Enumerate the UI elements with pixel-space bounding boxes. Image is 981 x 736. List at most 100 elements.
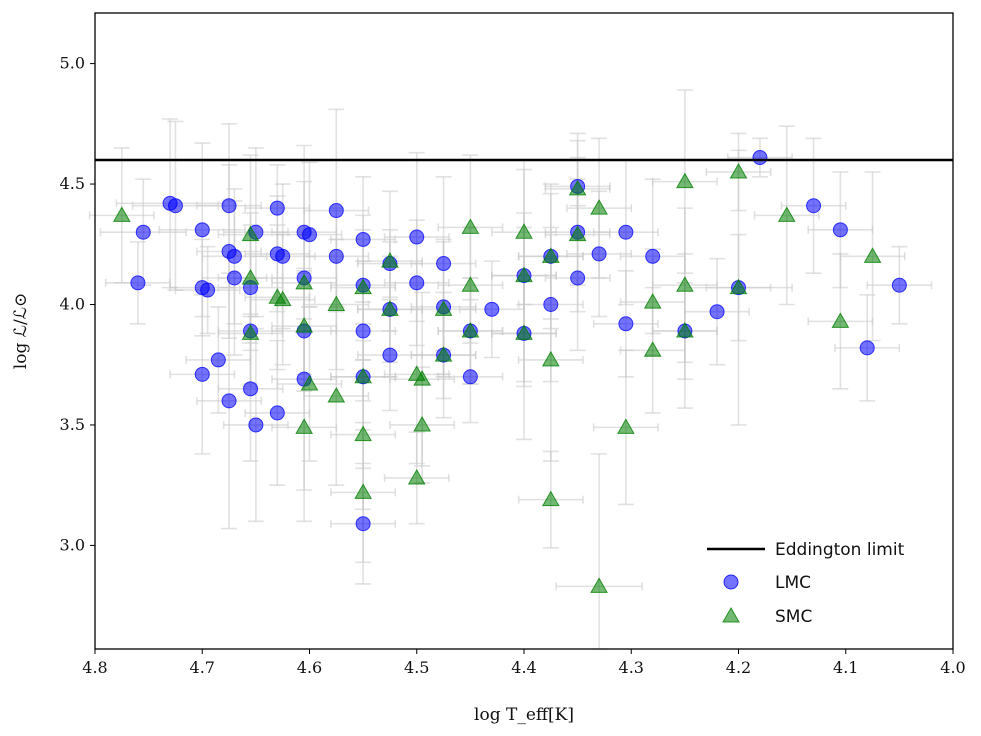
smc-point [643, 293, 662, 309]
lmc-point [462, 369, 478, 385]
smc-point [461, 321, 480, 338]
y-tick-label: 5.0 [60, 54, 85, 73]
lmc-point [382, 347, 398, 363]
smc-point [515, 324, 533, 340]
lmc-point [226, 270, 242, 286]
lmc-point [355, 323, 371, 339]
smc-point [777, 206, 796, 222]
smc-error-bar [555, 453, 643, 650]
lmc-point [275, 248, 291, 264]
smc-point [241, 268, 260, 285]
smc-point [273, 290, 292, 307]
x-tick-label: 4.5 [404, 658, 429, 677]
x-axis-ticks: 4.8 4.7 4.6 4.5 4.4 4.3 4.2 4.1 4.0 [82, 649, 966, 677]
smc-point [112, 206, 131, 222]
smc-point [295, 317, 313, 333]
lmc-point [226, 248, 242, 264]
lmc-point [618, 316, 634, 332]
lmc-point [355, 516, 371, 532]
lmc-point [355, 231, 371, 247]
x-tick-label: 4.4 [511, 658, 536, 677]
smc-point [413, 415, 431, 432]
x-tick-label: 4.3 [619, 658, 644, 677]
lmc-point [709, 304, 725, 320]
smc-point [407, 468, 426, 485]
smc-point [327, 387, 346, 403]
legend-eddington-label: Eddington limit [775, 540, 905, 560]
lmc-point [194, 222, 210, 238]
lmc-point [618, 224, 634, 240]
smc-point [617, 418, 635, 434]
lmc-point [243, 381, 259, 397]
lmc-point [591, 246, 607, 262]
smc-point [434, 346, 453, 362]
y-tick-label: 4.0 [60, 295, 85, 314]
smc-point [541, 490, 560, 507]
lmc-point [328, 203, 344, 219]
lmc-point [570, 270, 586, 286]
smc-point [300, 374, 319, 391]
smc-point [354, 367, 372, 384]
lmc-point [436, 256, 452, 272]
lmc-point [543, 297, 559, 312]
smc-point [541, 350, 560, 367]
lmc-point [221, 393, 237, 409]
y-tick-label: 3.0 [60, 535, 85, 554]
smc-point [461, 218, 480, 234]
x-tick-label: 4.2 [726, 658, 751, 677]
smc-point [590, 577, 608, 593]
smc-point [461, 276, 480, 292]
lmc-point [484, 301, 500, 317]
lmc-point [832, 222, 848, 238]
lmc-point [269, 200, 285, 216]
smc-point [295, 418, 313, 434]
lmc-point [200, 282, 216, 298]
lmc-point [409, 229, 425, 245]
smc-point [327, 295, 346, 311]
lmc-point [269, 405, 285, 421]
smc-point [863, 247, 882, 263]
smc-point [515, 223, 533, 239]
lmc-point [891, 277, 907, 293]
x-tick-label: 4.8 [82, 658, 107, 677]
smc-point [568, 179, 587, 196]
smc-point [354, 278, 372, 295]
lmc-point [248, 417, 264, 433]
lmc-point [135, 224, 151, 240]
legend-lmc-marker [723, 574, 739, 590]
lmc-point [167, 198, 183, 214]
x-axis-label: log T_eff[K] [474, 705, 574, 725]
lmc-point [221, 198, 237, 214]
smc-point [676, 276, 694, 292]
smc-point [568, 225, 587, 242]
y-axis-ticks: 3.0 3.5 4.0 4.5 5.0 [60, 54, 95, 554]
x-tick-label: 4.0 [940, 658, 965, 677]
smc-point [434, 300, 453, 316]
lmc-point [130, 275, 146, 291]
legend-smc-marker [722, 606, 740, 623]
lmc-point [645, 248, 661, 264]
data-markers [112, 150, 907, 593]
smc-point [676, 172, 694, 189]
x-tick-label: 4.7 [190, 658, 215, 677]
lmc-point [328, 248, 344, 264]
y-tick-label: 3.5 [60, 415, 85, 434]
smc-point [831, 312, 850, 328]
legend-smc-label: SMC [775, 607, 812, 627]
lmc-point [752, 150, 768, 166]
smc-point [643, 341, 662, 357]
smc-point [729, 162, 748, 179]
lmc-point [859, 340, 875, 356]
legend-lmc-label: LMC [775, 573, 811, 593]
smc-point [241, 225, 260, 242]
smc-point [354, 425, 372, 442]
smc-point [381, 252, 399, 268]
smc-point [515, 266, 533, 283]
smc-point [413, 370, 431, 386]
smc-point [541, 247, 560, 263]
y-axis-label: log ℒ/ℒ⊙ [11, 293, 31, 369]
lmc-point [302, 227, 317, 243]
smc-point [590, 199, 608, 215]
x-tick-label: 4.6 [297, 658, 322, 677]
